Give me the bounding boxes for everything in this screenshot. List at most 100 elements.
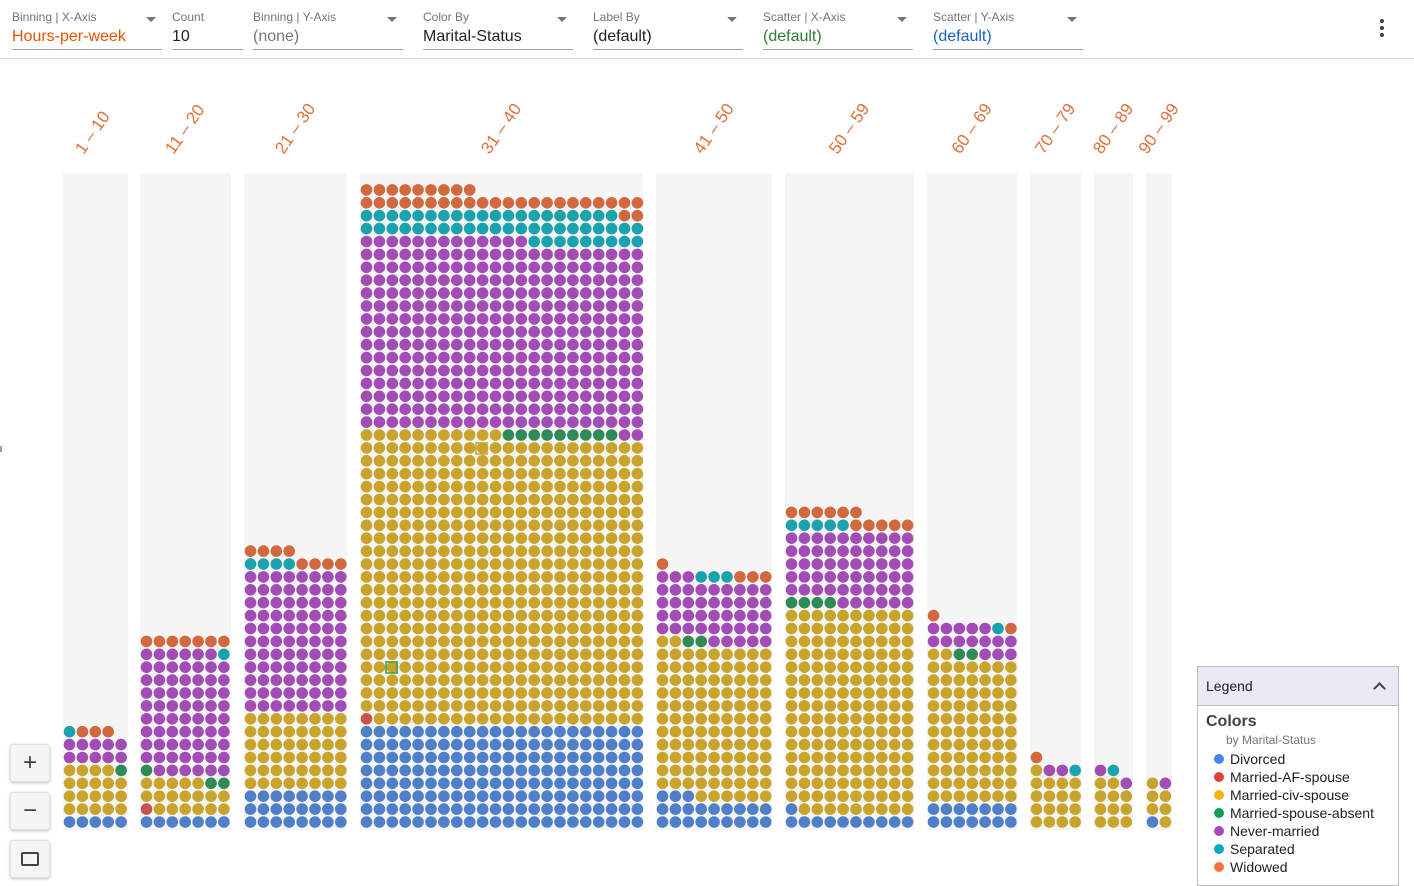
- data-point-dot[interactable]: [554, 764, 566, 777]
- data-point-dot[interactable]: [656, 803, 669, 815]
- data-point-dot[interactable]: [502, 493, 515, 506]
- data-point-dot[interactable]: [205, 725, 217, 738]
- data-point-dot[interactable]: [322, 661, 334, 673]
- data-point-dot[interactable]: [966, 674, 978, 686]
- data-point-dot[interactable]: [618, 571, 631, 583]
- data-point-dot[interactable]: [721, 584, 733, 596]
- data-point-dot[interactable]: [438, 596, 450, 609]
- data-point-dot[interactable]: [618, 442, 631, 454]
- data-point-dot[interactable]: [502, 816, 515, 828]
- data-point-dot[interactable]: [554, 455, 566, 467]
- data-point-dot[interactable]: [463, 416, 476, 428]
- data-point-dot[interactable]: [335, 738, 347, 751]
- data-point-dot[interactable]: [476, 635, 489, 648]
- data-point-dot[interactable]: [798, 725, 811, 738]
- data-point-dot[interactable]: [747, 764, 759, 777]
- data-point-dot[interactable]: [567, 622, 579, 635]
- data-point-dot[interactable]: [695, 803, 707, 815]
- data-point-dot[interactable]: [708, 609, 720, 622]
- data-point-dot[interactable]: [759, 725, 772, 738]
- data-point-dot[interactable]: [476, 622, 489, 635]
- label-by-select[interactable]: Label By (default): [593, 8, 743, 50]
- data-point-dot[interactable]: [541, 274, 553, 286]
- data-point-dot[interactable]: [888, 725, 901, 738]
- data-point-dot[interactable]: [695, 816, 707, 828]
- data-point-dot[interactable]: [296, 635, 308, 648]
- data-point-dot[interactable]: [837, 816, 849, 828]
- data-point-dot[interactable]: [115, 816, 127, 828]
- data-point-dot[interactable]: [708, 622, 720, 635]
- data-point-dot[interactable]: [451, 338, 463, 351]
- data-point-dot[interactable]: [425, 674, 437, 686]
- bin-label[interactable]: 60 – 69: [948, 100, 996, 157]
- data-point-dot[interactable]: [554, 777, 566, 790]
- data-point-dot[interactable]: [631, 248, 644, 261]
- data-point-dot[interactable]: [463, 467, 476, 480]
- data-point-dot[interactable]: [708, 700, 720, 712]
- data-point-dot[interactable]: [1107, 816, 1120, 828]
- data-point-dot[interactable]: [759, 803, 772, 815]
- data-point-dot[interactable]: [373, 184, 386, 196]
- data-point-dot[interactable]: [489, 725, 502, 738]
- data-point-dot[interactable]: [708, 764, 720, 777]
- data-point-dot[interactable]: [502, 222, 515, 235]
- data-point-dot[interactable]: [425, 816, 437, 828]
- data-point-dot[interactable]: [618, 287, 631, 299]
- data-point-dot[interactable]: [140, 803, 153, 815]
- data-point-dot[interactable]: [554, 713, 566, 725]
- data-point-dot[interactable]: [554, 816, 566, 828]
- data-point-dot[interactable]: [399, 377, 412, 390]
- data-point-dot[interactable]: [592, 480, 605, 493]
- data-point-dot[interactable]: [863, 519, 875, 532]
- data-point-dot[interactable]: [515, 584, 528, 596]
- data-point-dot[interactable]: [463, 184, 476, 196]
- data-point-dot[interactable]: [399, 287, 412, 299]
- data-point-dot[interactable]: [850, 725, 862, 738]
- data-point-dot[interactable]: [541, 390, 553, 403]
- data-point-dot[interactable]: [360, 700, 373, 712]
- data-point-dot[interactable]: [618, 364, 631, 377]
- data-point-dot[interactable]: [605, 674, 618, 686]
- data-point-dot[interactable]: [631, 596, 644, 609]
- data-point-dot[interactable]: [438, 751, 450, 764]
- data-point-dot[interactable]: [205, 713, 217, 725]
- data-point-dot[interactable]: [179, 725, 191, 738]
- data-point-dot[interactable]: [785, 803, 798, 815]
- data-point-dot[interactable]: [283, 816, 296, 828]
- data-point-dot[interactable]: [708, 648, 720, 661]
- data-point-dot[interactable]: [412, 184, 424, 196]
- data-point-dot[interactable]: [940, 751, 953, 764]
- data-point-dot[interactable]: [360, 648, 373, 661]
- data-point-dot[interactable]: [244, 687, 257, 699]
- data-point-dot[interactable]: [785, 558, 798, 570]
- data-point-dot[interactable]: [451, 738, 463, 751]
- data-point-dot[interactable]: [580, 545, 592, 557]
- data-point-dot[interactable]: [489, 364, 502, 377]
- data-point-dot[interactable]: [863, 635, 875, 648]
- data-point-dot[interactable]: [451, 493, 463, 506]
- data-point-dot[interactable]: [257, 622, 270, 635]
- data-point-dot[interactable]: [656, 648, 669, 661]
- data-point-dot[interactable]: [451, 584, 463, 596]
- data-point-dot[interactable]: [463, 338, 476, 351]
- data-point-dot[interactable]: [554, 197, 566, 209]
- data-point-dot[interactable]: [927, 661, 940, 673]
- data-point-dot[interactable]: [618, 248, 631, 261]
- data-point-dot[interactable]: [631, 532, 644, 544]
- data-point-dot[interactable]: [489, 571, 502, 583]
- data-point-dot[interactable]: [192, 738, 204, 751]
- data-point-dot[interactable]: [992, 648, 1004, 661]
- data-point-dot[interactable]: [205, 764, 217, 777]
- data-point-dot[interactable]: [966, 816, 978, 828]
- data-point-dot[interactable]: [528, 338, 540, 351]
- data-point-dot[interactable]: [992, 635, 1004, 648]
- data-point-dot[interactable]: [580, 622, 592, 635]
- data-point-dot[interactable]: [592, 351, 605, 364]
- data-point-dot[interactable]: [592, 442, 605, 454]
- data-point-dot[interactable]: [502, 506, 515, 519]
- color-by-select[interactable]: Color By Marital-Status: [423, 8, 573, 50]
- data-point-dot[interactable]: [283, 803, 296, 815]
- data-point-dot[interactable]: [463, 506, 476, 519]
- data-point-dot[interactable]: [554, 700, 566, 712]
- data-point-dot[interactable]: [567, 803, 579, 815]
